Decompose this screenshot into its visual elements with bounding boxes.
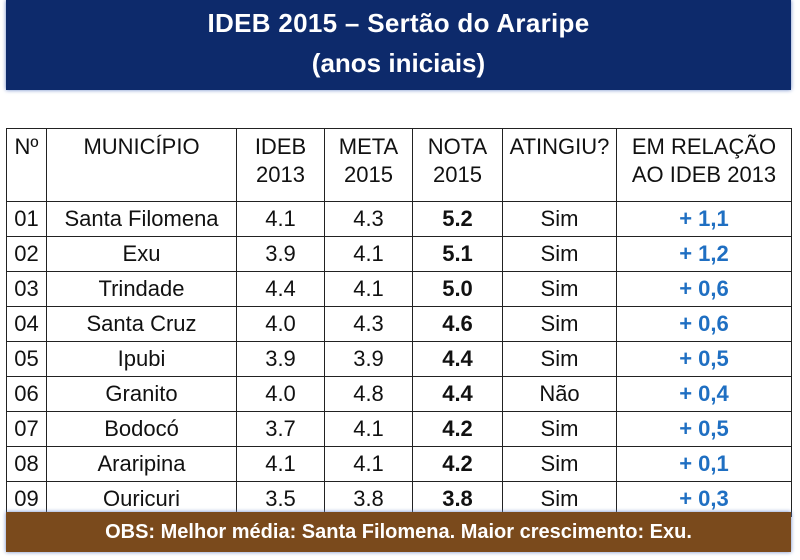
cell-em-relacao: + 1,2 [616, 236, 792, 272]
cell-no: 05 [6, 341, 47, 377]
page-subtitle: (anos iniciais) [311, 48, 486, 78]
header-ideb-2013: IDEB 2013 [236, 128, 325, 202]
cell-atingiu: Sim [502, 306, 617, 342]
cell-atingiu: Não [502, 376, 617, 412]
cell-ideb-2013: 4.1 [236, 201, 325, 237]
cell-no: 01 [6, 201, 47, 237]
cell-no: 09 [6, 481, 47, 517]
cell-municipio: Bodocó [46, 411, 237, 447]
ideb-table: Nº MUNICÍPIO IDEB 2013 META 2015 NOTA 2015 … [6, 128, 792, 517]
cell-municipio: Trindade [46, 271, 237, 307]
header-no: Nº [6, 128, 47, 202]
cell-no: 08 [6, 446, 47, 482]
cell-nota-2015: 4.6 [412, 306, 503, 342]
cell-municipio: Ipubi [46, 341, 237, 377]
cell-nota-2015: 5.2 [412, 201, 503, 237]
cell-atingiu: Sim [502, 341, 617, 377]
table-row: 07 Bodocó 3.7 4.1 4.2 Sim + 0,5 [6, 411, 792, 447]
cell-em-relacao: + 0,6 [616, 306, 792, 342]
cell-ideb-2013: 3.5 [236, 481, 325, 517]
obs-footer: OBS: Melhor média: Santa Filomena. Maior… [6, 512, 791, 552]
cell-no: 03 [6, 271, 47, 307]
cell-municipio: Granito [46, 376, 237, 412]
cell-atingiu: Sim [502, 201, 617, 237]
table-row: 08 Araripina 4.1 4.1 4.2 Sim + 0,1 [6, 446, 792, 482]
table-header-row: Nº MUNICÍPIO IDEB 2013 META 2015 NOTA 2015 … [6, 128, 792, 202]
cell-atingiu: Sim [502, 446, 617, 482]
table-row: 02 Exu 3.9 4.1 5.1 Sim + 1,2 [6, 236, 792, 272]
cell-municipio: Santa Cruz [46, 306, 237, 342]
cell-em-relacao: + 0,6 [616, 271, 792, 307]
cell-em-relacao: + 0,4 [616, 376, 792, 412]
header-nota-2015: NOTA 2015 [412, 128, 503, 202]
cell-ideb-2013: 4.0 [236, 306, 325, 342]
cell-ideb-2013: 4.1 [236, 446, 325, 482]
cell-municipio: Exu [46, 236, 237, 272]
header-em-relacao: EM RELAÇÃO AO IDEB 2013 [616, 128, 792, 202]
cell-atingiu: Sim [502, 271, 617, 307]
table-row: 03 Trindade 4.4 4.1 5.0 Sim + 0,6 [6, 271, 792, 307]
cell-atingiu: Sim [502, 481, 617, 517]
cell-nota-2015: 4.4 [412, 341, 503, 377]
cell-ideb-2013: 3.9 [236, 236, 325, 272]
cell-ideb-2013: 4.0 [236, 376, 325, 412]
cell-em-relacao: + 0,1 [616, 446, 792, 482]
page-title: IDEB 2015 – Sertão do Araripe [207, 8, 590, 38]
header-atingiu: ATINGIU? [502, 128, 617, 202]
table-row: 01 Santa Filomena 4.1 4.3 5.2 Sim + 1,1 [6, 201, 792, 237]
cell-no: 04 [6, 306, 47, 342]
cell-nota-2015: 4.2 [412, 411, 503, 447]
table-row: 04 Santa Cruz 4.0 4.3 4.6 Sim + 0,6 [6, 306, 792, 342]
cell-meta-2015: 4.1 [324, 271, 413, 307]
cell-no: 07 [6, 411, 47, 447]
cell-nota-2015: 4.4 [412, 376, 503, 412]
cell-nota-2015: 5.1 [412, 236, 503, 272]
table-row: 05 Ipubi 3.9 3.9 4.4 Sim + 0,5 [6, 341, 792, 377]
cell-meta-2015: 3.9 [324, 341, 413, 377]
cell-meta-2015: 4.3 [324, 306, 413, 342]
cell-nota-2015: 5.0 [412, 271, 503, 307]
title-banner: IDEB 2015 – Sertão do Araripe (anos inic… [6, 0, 791, 90]
cell-ideb-2013: 3.7 [236, 411, 325, 447]
cell-nota-2015: 4.2 [412, 446, 503, 482]
cell-municipio: Santa Filomena [46, 201, 237, 237]
cell-meta-2015: 4.1 [324, 411, 413, 447]
cell-atingiu: Sim [502, 411, 617, 447]
cell-municipio: Ouricuri [46, 481, 237, 517]
cell-meta-2015: 4.1 [324, 236, 413, 272]
cell-municipio: Araripina [46, 446, 237, 482]
table-row: 06 Granito 4.0 4.8 4.4 Não + 0,4 [6, 376, 792, 412]
header-meta-2015: META 2015 [324, 128, 413, 202]
header-municipio: MUNICÍPIO [46, 128, 237, 202]
cell-no: 06 [6, 376, 47, 412]
cell-meta-2015: 4.1 [324, 446, 413, 482]
cell-no: 02 [6, 236, 47, 272]
cell-meta-2015: 4.8 [324, 376, 413, 412]
cell-em-relacao: + 0,5 [616, 411, 792, 447]
cell-em-relacao: + 1,1 [616, 201, 792, 237]
cell-atingiu: Sim [502, 236, 617, 272]
cell-meta-2015: 4.3 [324, 201, 413, 237]
cell-ideb-2013: 4.4 [236, 271, 325, 307]
cell-em-relacao: + 0,5 [616, 341, 792, 377]
cell-ideb-2013: 3.9 [236, 341, 325, 377]
